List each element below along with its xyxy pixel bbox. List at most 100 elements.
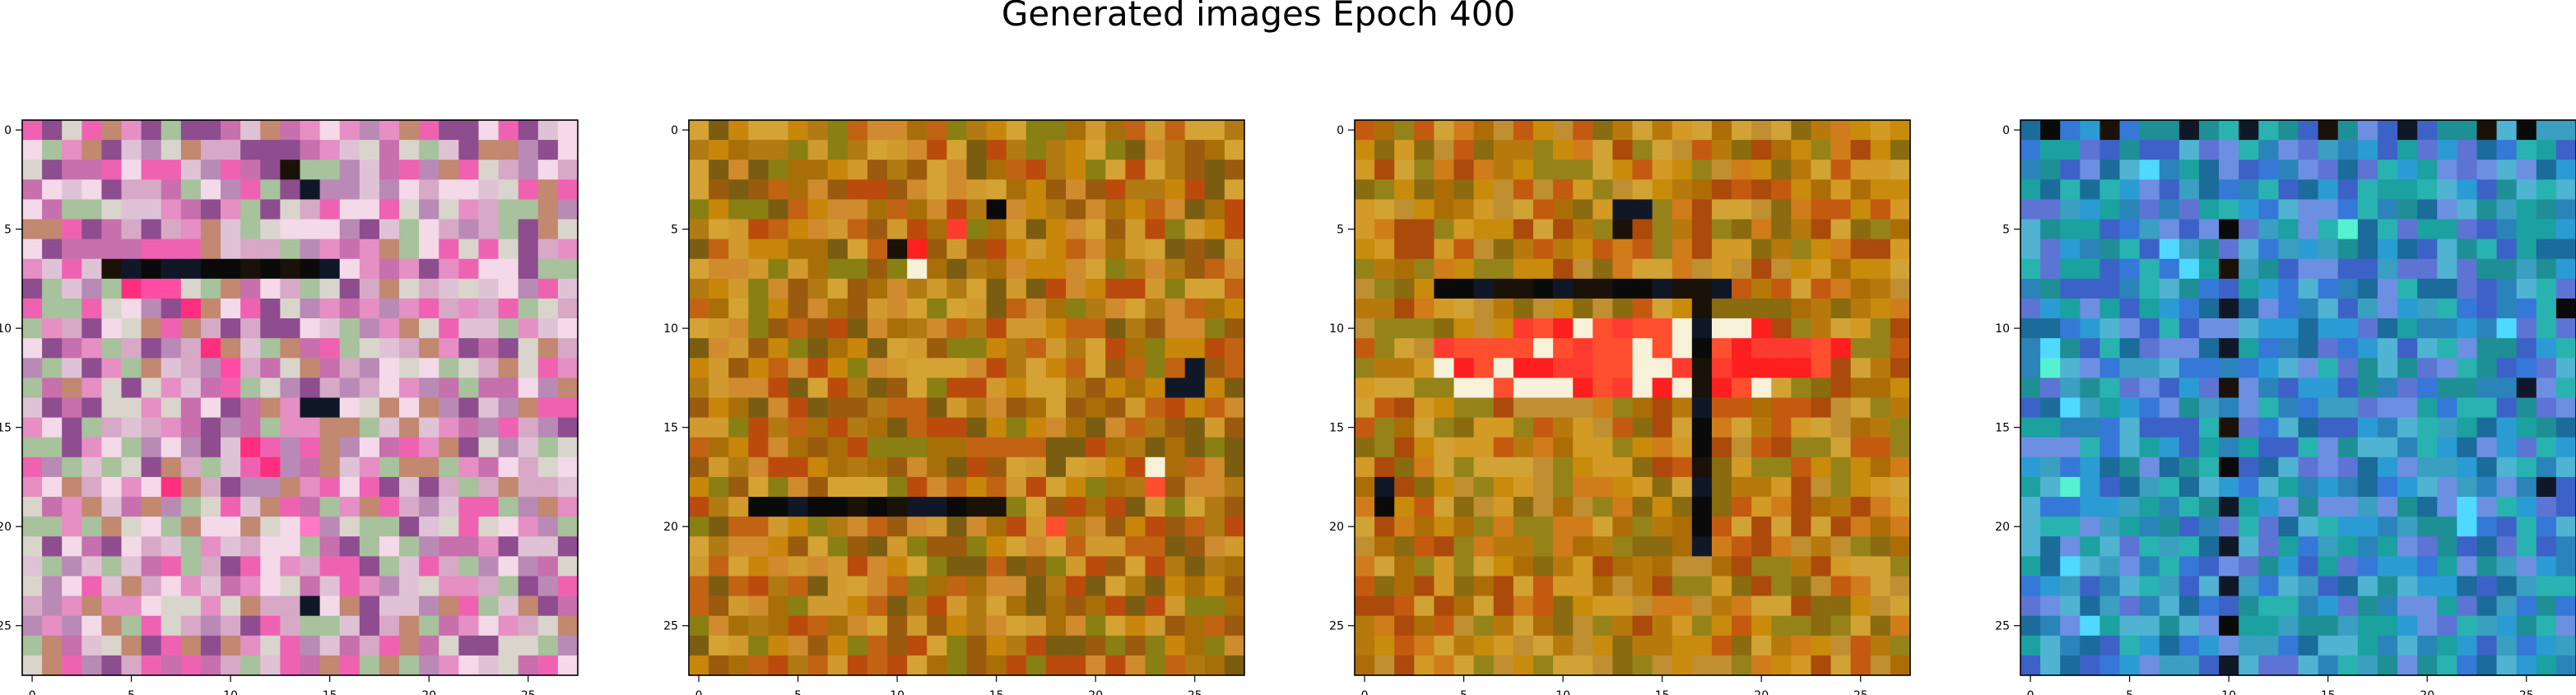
image-pixel <box>788 160 808 180</box>
image-pixel <box>1632 397 1653 418</box>
image-pixel <box>847 120 868 141</box>
image-pixel <box>359 517 380 537</box>
image-pixel <box>2099 199 2120 220</box>
image-pixel <box>768 417 788 438</box>
image-pixel <box>1771 140 1792 160</box>
image-pixel <box>458 615 479 637</box>
image-pixel <box>1791 655 1811 676</box>
image-pixel <box>557 160 579 180</box>
image-pixel <box>260 338 281 359</box>
image-pixel <box>2139 476 2160 498</box>
image-pixel <box>709 199 729 220</box>
image-pixel <box>709 258 729 280</box>
image-pixel <box>2119 595 2140 617</box>
image-pixel <box>788 417 808 438</box>
image-pixel <box>2060 556 2081 577</box>
image-pixel <box>319 595 341 617</box>
image-pixel <box>2536 635 2557 656</box>
image-pixel <box>1025 239 1047 260</box>
image-pixel <box>1791 536 1811 557</box>
image-pixel <box>1830 199 1852 220</box>
image-pixel <box>280 497 300 517</box>
image-pixel <box>847 517 868 537</box>
image-pixel <box>42 358 63 378</box>
image-pixel <box>1125 199 1146 220</box>
image-pixel <box>867 318 888 339</box>
image-pixel <box>160 635 182 656</box>
image-pixel <box>1771 595 1792 617</box>
image-pixel <box>1532 140 1554 160</box>
image-pixel <box>1573 160 1593 180</box>
image-pixel <box>1751 635 1772 656</box>
image-pixel <box>359 278 380 299</box>
image-pixel <box>1811 278 1831 299</box>
image-pixel <box>2377 655 2398 676</box>
image-pixel <box>1374 298 1395 319</box>
image-pixel <box>1513 556 1534 577</box>
image-pixel <box>1513 239 1534 260</box>
image-pixel <box>478 358 499 378</box>
image-pixel <box>927 635 947 656</box>
image-pixel <box>1830 179 1852 200</box>
image-pixel <box>2040 358 2061 378</box>
image-pixel <box>1224 239 1245 260</box>
image-pixel <box>2516 497 2537 517</box>
image-pixel <box>788 397 808 418</box>
image-pixel <box>1355 417 1375 438</box>
x-tick-label: 25 <box>2519 689 2534 695</box>
image-pixel <box>986 258 1007 280</box>
image-pixel <box>1414 497 1434 517</box>
image-pixel <box>907 456 928 478</box>
image-pixel <box>200 397 221 418</box>
image-pixel <box>221 456 241 478</box>
image-pixel <box>1224 140 1245 160</box>
axes-frame <box>2020 119 2576 676</box>
image-pixel <box>1453 318 1474 339</box>
axes-frame <box>688 119 1245 676</box>
image-pixel <box>1890 120 1911 141</box>
image-pixel <box>1374 378 1395 398</box>
image-pixel <box>1532 219 1554 239</box>
image-pixel <box>768 655 788 676</box>
image-pixel <box>1184 120 1206 141</box>
image-pixel <box>1025 160 1047 180</box>
image-pixel <box>2119 615 2140 637</box>
image-pixel <box>1473 140 1495 160</box>
image-pixel <box>498 258 519 280</box>
image-pixel <box>1006 179 1027 200</box>
image-pixel <box>986 556 1007 577</box>
image-pixel <box>121 199 142 220</box>
image-pixel <box>2417 278 2438 299</box>
image-pixel <box>1105 120 1126 141</box>
image-pixel <box>180 140 202 160</box>
image-pixel <box>807 120 829 141</box>
image-pixel <box>1771 239 1792 260</box>
image-pixel <box>2219 576 2239 596</box>
image-pixel <box>946 635 967 656</box>
image-pixel <box>827 199 849 220</box>
image-pixel <box>160 576 182 596</box>
image-pixel <box>81 417 102 438</box>
image-pixel <box>807 219 829 239</box>
image-pixel <box>1025 199 1047 220</box>
image-pixel <box>2298 278 2318 299</box>
image-pixel <box>1145 160 1165 180</box>
image-pixel <box>319 199 341 220</box>
image-pixel <box>1711 140 1732 160</box>
image-pixel <box>101 417 122 438</box>
image-pixel <box>2139 497 2160 517</box>
image-pixel <box>1434 497 1454 517</box>
image-pixel <box>867 298 888 319</box>
image-pixel <box>2496 456 2518 478</box>
image-pixel <box>319 140 341 160</box>
image-pixel <box>1434 437 1454 458</box>
image-pixel <box>478 456 499 478</box>
image-pixel <box>2219 338 2239 359</box>
image-pixel <box>2159 556 2180 577</box>
image-pixel <box>518 378 539 398</box>
image-pixel <box>946 576 967 596</box>
image-pixel <box>200 179 221 200</box>
image-pixel <box>728 338 749 359</box>
image-pixel <box>1394 318 1415 339</box>
image-pixel <box>1652 179 1673 200</box>
